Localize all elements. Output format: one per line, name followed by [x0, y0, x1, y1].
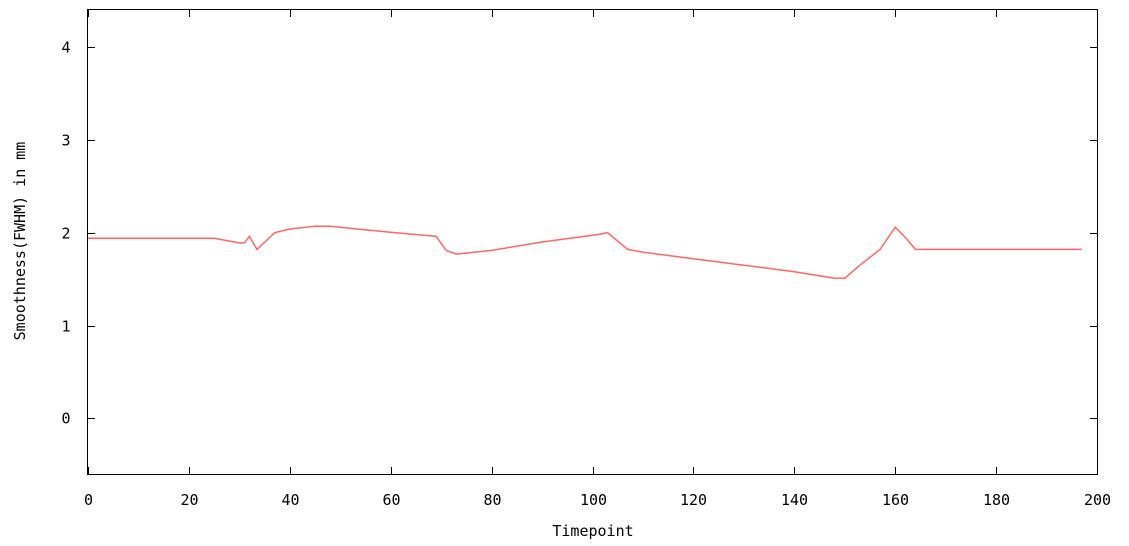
- y-axis: 0 1 2 3 4: [61, 39, 1097, 428]
- plot-frame: [87, 9, 1098, 475]
- y-tick-label: 1: [61, 318, 70, 336]
- x-tick-label: 0: [84, 491, 93, 509]
- y-tick-label: 2: [61, 225, 70, 243]
- y-tick-label: 0: [61, 410, 70, 428]
- x-tick-label: 140: [781, 491, 808, 509]
- x-tick-label: 60: [382, 491, 400, 509]
- x-tick-label: 160: [882, 491, 909, 509]
- x-tick-label: 200: [1084, 491, 1111, 509]
- x-tick-label: 80: [483, 491, 501, 509]
- x-tick-label: 120: [680, 491, 707, 509]
- y-tick-label: 4: [61, 39, 70, 57]
- x-axis: 0 20 40 60 80 100 120 140 160 180 200: [84, 10, 1111, 509]
- x-axis-title: Timepoint: [552, 522, 633, 540]
- series-line: [88, 225, 1082, 279]
- y-axis-title: Smoothness(FWHM) in mm: [11, 142, 29, 341]
- x-tick-label: 40: [281, 491, 299, 509]
- x-tick-label: 100: [580, 491, 607, 509]
- y-tick-label: 3: [61, 132, 70, 150]
- x-tick-label: 180: [983, 491, 1010, 509]
- series-group: [88, 225, 1082, 279]
- x-tick-label: 20: [180, 491, 198, 509]
